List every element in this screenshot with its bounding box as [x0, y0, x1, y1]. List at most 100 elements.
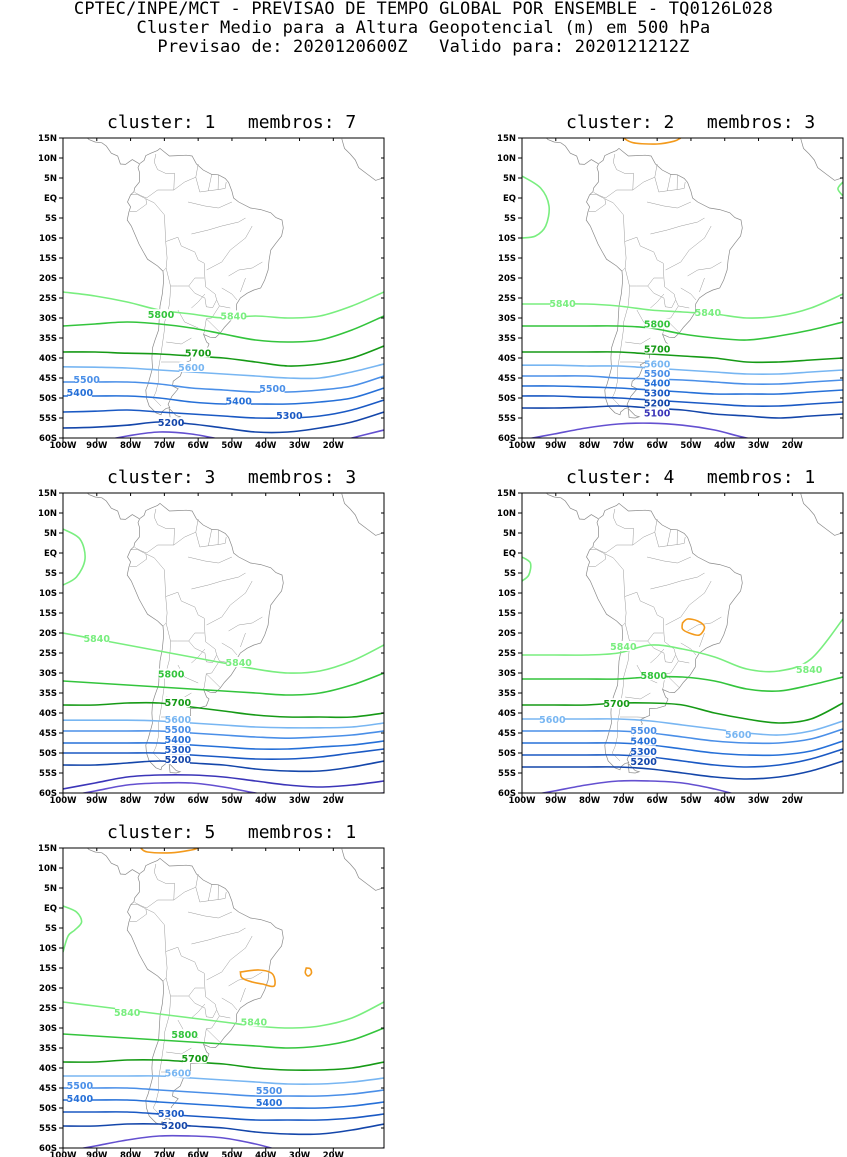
- isoline-5700: [63, 701, 384, 719]
- contour-label: 5300: [165, 745, 192, 756]
- latitude-label: 25S: [39, 649, 57, 659]
- longitude-label: 20W: [782, 796, 804, 806]
- isoline-5800: [522, 675, 843, 693]
- contour-label: 5500: [67, 1081, 94, 1092]
- contour-label: 5600: [725, 730, 752, 741]
- country-border: [621, 241, 627, 272]
- central-america-coastline: [86, 848, 140, 875]
- latitude-label: 55S: [498, 769, 516, 779]
- contour-label: 5400: [225, 397, 252, 408]
- country-border: [604, 553, 680, 688]
- contour-label: 5400: [67, 388, 94, 399]
- isoline-5400: [63, 387, 384, 405]
- longitude-label: 40W: [714, 441, 736, 451]
- contour-label: 5700: [644, 345, 671, 356]
- longitude-label: 90W: [86, 1151, 108, 1157]
- latitude-label: 55S: [39, 414, 57, 424]
- country-border: [624, 267, 664, 287]
- contour-label-background: [257, 1084, 282, 1095]
- map-frame: [521, 492, 844, 794]
- longitude-label: 60W: [647, 796, 669, 806]
- longitude-label: 70W: [613, 796, 635, 806]
- contour-label: 5200: [644, 399, 671, 410]
- contour-label-background: [186, 347, 211, 358]
- longitude-label: 90W: [86, 796, 108, 806]
- country-border: [593, 153, 634, 199]
- country-border: [647, 285, 676, 308]
- isoline-5840: [63, 905, 83, 953]
- isoline-5400: [63, 1099, 384, 1109]
- cluster-map-4: 5840 5800 5840 5700 5600 5500 5600 540053005200…: [497, 489, 844, 806]
- contour-label: 5300: [158, 1109, 185, 1120]
- contour-label: 5100: [644, 409, 671, 420]
- contour-label: 5200: [630, 757, 657, 768]
- latitude-label: 50S: [498, 394, 516, 404]
- latitude-label: 30S: [39, 669, 57, 679]
- latitude-label: 20S: [498, 629, 516, 639]
- isoline-5400: [522, 385, 843, 395]
- country-border: [219, 1015, 231, 1019]
- longitude-label: 100W: [49, 441, 77, 451]
- latitude-label: 30S: [39, 1024, 57, 1034]
- contour-label-background: [641, 670, 666, 681]
- country-border: [604, 198, 680, 333]
- isoline-5800: [522, 321, 843, 341]
- contour-label: 5800: [641, 671, 668, 682]
- contour-label: 5700: [603, 699, 630, 710]
- contour-label: 5840: [114, 1008, 141, 1019]
- country-border: [665, 580, 712, 626]
- latitude-label: 10S: [39, 589, 57, 599]
- country-border: [221, 642, 238, 656]
- contour-label: 5400: [67, 1094, 94, 1105]
- country-border: [173, 873, 199, 901]
- contour-label-background: [540, 714, 565, 725]
- country-border: [191, 648, 206, 664]
- contour-label: 5600: [644, 359, 671, 370]
- latitude-label: 60S: [39, 789, 57, 799]
- longitude-label: 70W: [154, 441, 176, 451]
- latitude-label: 10N: [497, 509, 516, 519]
- contour-label-background: [67, 387, 92, 398]
- country-border: [654, 174, 671, 193]
- isoline-5840: [522, 175, 551, 239]
- tierra-del-fuego-coastline: [627, 408, 641, 419]
- country-border: [206, 935, 253, 981]
- contour-label-background: [226, 395, 251, 406]
- contour-label-background: [631, 756, 656, 767]
- latitude-label: EQ: [503, 549, 516, 559]
- longitude-label: 80W: [120, 796, 142, 806]
- isoline-5600: [522, 718, 843, 736]
- contour-label: 5500: [630, 726, 657, 737]
- longitude-label: 20W: [323, 1151, 345, 1157]
- contour-label-background: [115, 1006, 140, 1017]
- country-border: [195, 174, 212, 193]
- contour-label-background: [165, 734, 190, 745]
- latitude-label: 35S: [498, 334, 516, 344]
- latitude-label: 15N: [38, 489, 57, 499]
- country-border: [187, 911, 233, 919]
- contour-label-background: [631, 725, 656, 735]
- panel-title-cluster-1: cluster: 1 membros: 7: [107, 112, 357, 133]
- isoline-5840: [63, 632, 384, 674]
- isoline-5200: [522, 405, 843, 419]
- contour-label-background: [172, 1029, 197, 1040]
- longitude-label: 50W: [221, 1151, 243, 1157]
- contour-label: 5400: [644, 379, 671, 390]
- contour-label-background: [645, 387, 670, 398]
- isoline-5700: [522, 351, 843, 364]
- contour-label: 5840: [84, 634, 111, 645]
- latitude-label: 5N: [44, 174, 57, 184]
- contour-label-background: [797, 663, 822, 674]
- country-border: [162, 241, 168, 272]
- country-border: [152, 995, 171, 1117]
- isoline-5500: [63, 375, 384, 394]
- contour-label-background: [645, 368, 670, 378]
- latitude-label: 35S: [39, 334, 57, 344]
- isoline-5300: [522, 395, 843, 408]
- country-border: [650, 217, 705, 235]
- country-border: [191, 1003, 206, 1019]
- country-border: [203, 331, 205, 335]
- high-height-isoline: [623, 138, 682, 145]
- map-frame: [62, 492, 385, 794]
- country-border: [677, 536, 686, 545]
